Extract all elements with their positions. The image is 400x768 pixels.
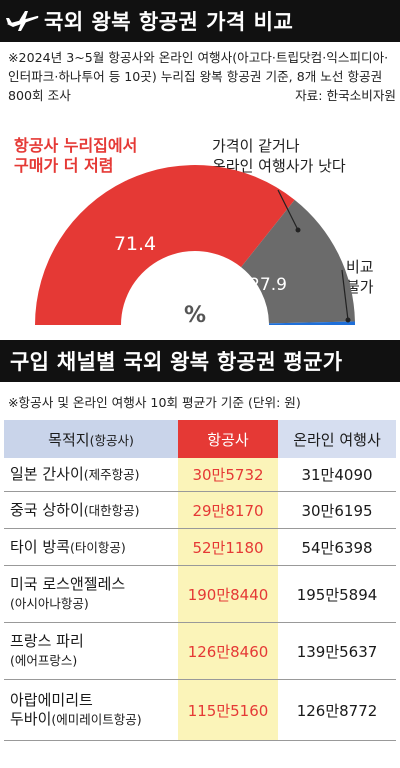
- table-row: 프랑스 파리 (에어프랑스) 126만8460 139만5637: [4, 622, 396, 680]
- slice-same-or-online: [241, 199, 355, 324]
- route-cell: 아랍에미리트 두바이(에미레이트항공): [4, 679, 178, 741]
- airline-price-cell: 52만1180: [178, 528, 278, 566]
- same-or-online-label: 가격이 같거나 온라인 여행사가 낫다: [212, 137, 346, 175]
- page-title: 국외 왕복 항공권 가격 비교: [44, 10, 294, 34]
- leader-line-blue: [341, 269, 349, 321]
- online-price-cell: 126만8772: [278, 679, 396, 741]
- leader-dot-gray: [295, 227, 301, 233]
- airline-cheaper-label: 항공사 누리집에서 구매가 더 저렴: [14, 136, 138, 175]
- survey-note: ※2024년 3~5월 항공사와 온라인 여행사(아고다·트립닷컴·익스피디아·…: [8, 48, 396, 105]
- col-route-header: 목적지(항공사): [4, 420, 178, 458]
- col-online-header: 온라인 여행사: [278, 420, 396, 458]
- leader-dot-blue: [345, 317, 351, 323]
- table-row: 아랍에미리트 두바이(에미레이트항공) 115만5160 126만8772: [4, 679, 396, 741]
- col-airline-header: 항공사: [178, 420, 278, 458]
- source-label: 자료: 한국소비자원: [295, 88, 396, 103]
- not-comparable-label: 비교 불가: [346, 258, 374, 296]
- gauge-chart: 항공사 누리집에서 구매가 더 저렴 가격이 같거나 온라인 여행사가 낫다 비…: [0, 120, 400, 335]
- airline-price-cell: 126만8460: [178, 622, 278, 680]
- unit-label: %: [184, 303, 206, 328]
- route-cell: 프랑스 파리 (에어프랑스): [4, 622, 178, 680]
- route-cell: 중국 상하이(대한항공): [4, 491, 178, 529]
- table-header-row: 목적지(항공사) 항공사 온라인 여행사: [4, 420, 396, 458]
- online-price-cell: 54만6398: [278, 528, 396, 566]
- airline-price-cell: 30만5732: [178, 458, 278, 492]
- gauge-svg: 71.4 27.9%: [35, 164, 355, 328]
- route-cell: 타이 방콕(타이항공): [4, 528, 178, 566]
- online-price-cell: 31만4090: [278, 458, 396, 492]
- route-cell: 일본 간사이(제주항공): [4, 458, 178, 492]
- online-price-cell: 139만5637: [278, 622, 396, 680]
- section2-title: 구입 채널별 국외 왕복 항공권 평균가: [10, 350, 343, 374]
- airline-price-cell: 190만8440: [178, 565, 278, 623]
- slice-airline-cheaper: [35, 164, 295, 325]
- online-price-cell: 30만6195: [278, 491, 396, 529]
- header-bar: 국외 왕복 항공권 가격 비교: [0, 0, 400, 42]
- leader-line-gray: [277, 189, 299, 231]
- table-row: 타이 방콕(타이항공) 52만1180 54만6398: [4, 528, 396, 566]
- online-price-cell: 195만5894: [278, 565, 396, 623]
- airline-price-cell: 115만5160: [178, 679, 278, 741]
- value-label-same-or-online: 27.9: [249, 275, 287, 295]
- price-table: 목적지(항공사) 항공사 온라인 여행사 일본 간사이(제주항공) 30만573…: [4, 420, 396, 741]
- slice-not-comparable: [268, 321, 355, 325]
- route-cell: 미국 로스앤젤레스 (아시아나항공): [4, 565, 178, 623]
- value-label-airline-cheaper: 71.4: [114, 233, 156, 255]
- airline-price-cell: 29만8170: [178, 491, 278, 529]
- table-row: 미국 로스앤젤레스 (아시아나항공) 190만8440 195만5894: [4, 565, 396, 623]
- table-row: 일본 간사이(제주항공) 30만5732 31만4090: [4, 458, 396, 492]
- table-row: 중국 상하이(대한항공) 29만8170 30만6195: [4, 491, 396, 529]
- airplane-icon: [0, 0, 44, 42]
- section2-bar: 구입 채널별 국외 왕복 항공권 평균가: [0, 340, 400, 382]
- section2-note: ※항공사 및 온라인 여행사 10회 평균가 기준 (단위: 원): [8, 395, 301, 410]
- survey-note-text: ※2024년 3~5월 항공사와 온라인 여행사(아고다·트립닷컴·익스피디아·…: [8, 50, 389, 103]
